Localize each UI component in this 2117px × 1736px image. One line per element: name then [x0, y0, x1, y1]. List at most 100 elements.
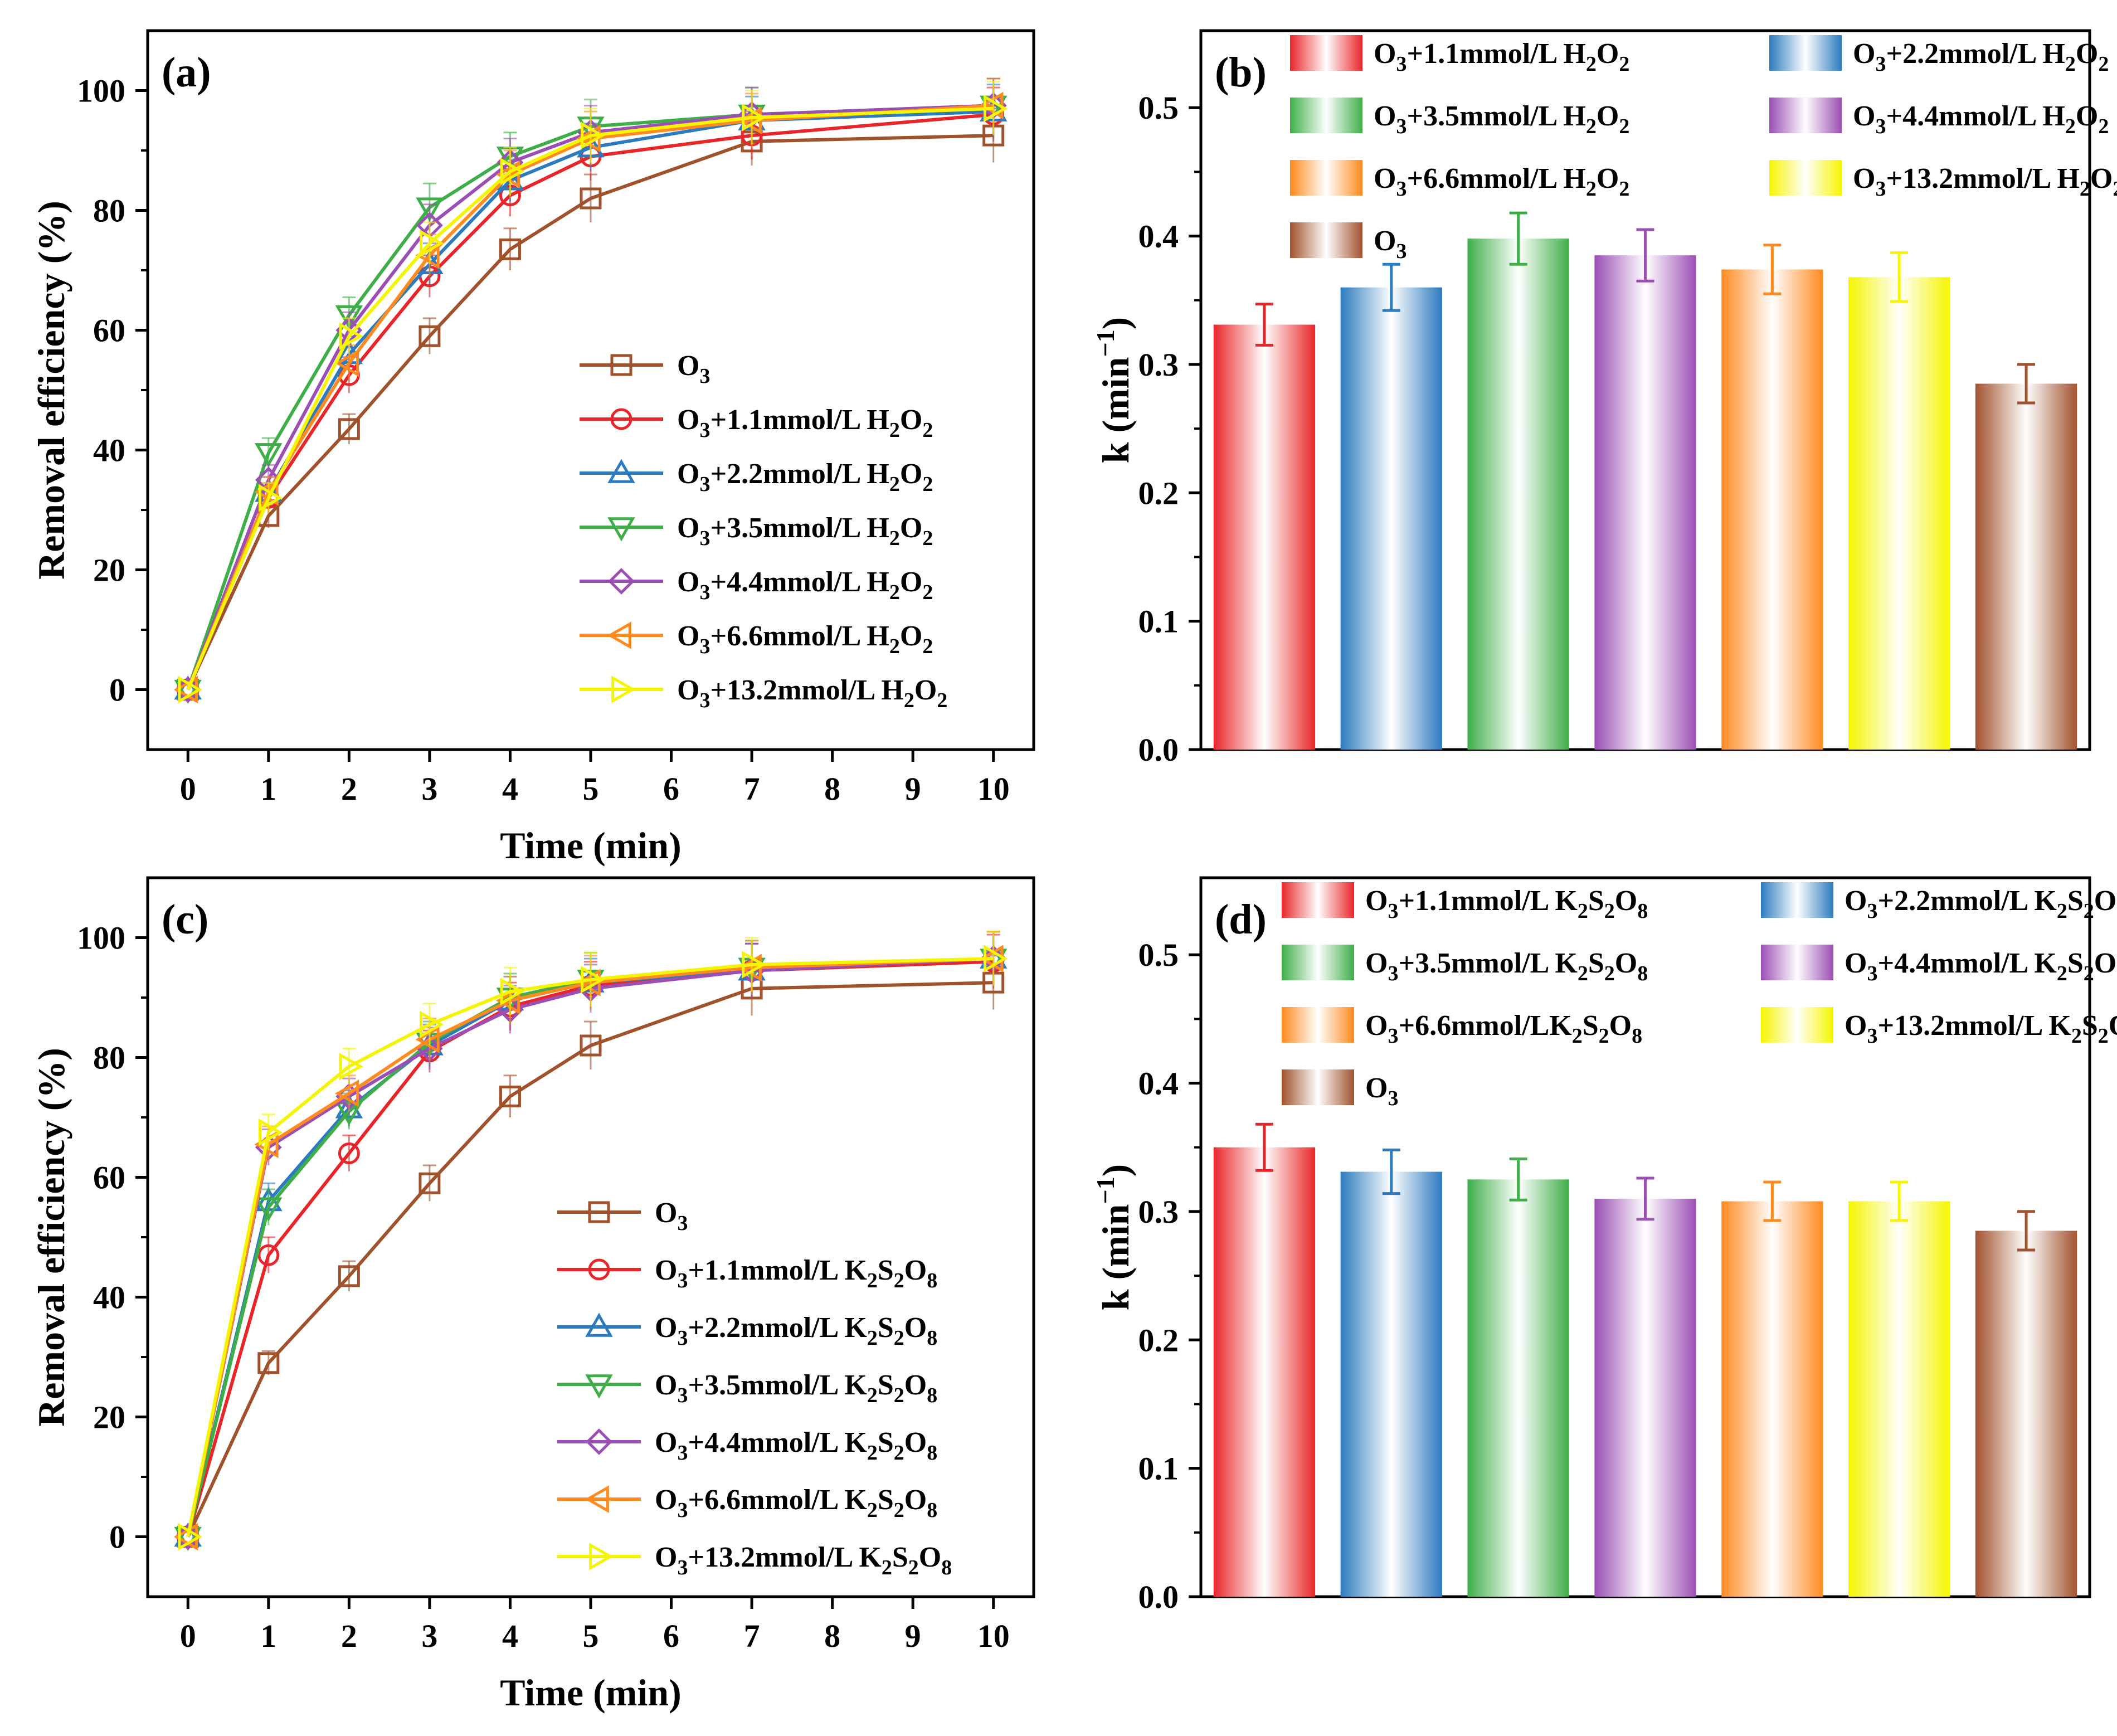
- panel-a-legend-text: O3+1.1mmol/L H2O2: [677, 404, 933, 442]
- panel-b-legend-text-rest: +13.2mmol/L H: [1886, 163, 2079, 194]
- panel-b-legend-text-rest: +4.4mmol/L H: [1886, 100, 2065, 132]
- panel-b-legend-swatch: [1290, 160, 1362, 196]
- panel-b-legend-text: O3+1.1mmol/L H2O2: [1374, 38, 1629, 76]
- panel-d-legend-text-part2: 2: [1604, 962, 1615, 985]
- panel-a-data-point: [742, 104, 766, 132]
- panel-a-legend-text-o-sub: 3: [699, 364, 710, 388]
- panel-b-legend-swatch: [1769, 160, 1842, 196]
- panel-c-legend-entry-0: O3: [557, 1197, 688, 1235]
- panel-d-legend-text-part1: S: [1583, 1010, 1599, 1042]
- panel-d-legend-text-part4: 8: [1632, 1024, 1642, 1048]
- panel-c-legend-text-part3: O: [904, 1484, 927, 1516]
- panel-d-y-tick-label: 0.2: [1138, 1322, 1179, 1358]
- panel-c-legend-text-o: O: [655, 1484, 677, 1516]
- panel-d-bar-group-3: [1594, 1176, 1696, 1597]
- panel-b-legend-text-o-sub: 3: [1875, 52, 1886, 76]
- panel-b-legend-entry-2: O3+3.5mmol/L H2O2: [1290, 98, 1629, 138]
- panel-a-legend-entry-4: O3+4.4mmol/L H2O2: [580, 566, 933, 604]
- panel-a-data-point: [983, 95, 1008, 123]
- panel-a-x-axis-label: Time (min): [500, 824, 682, 867]
- panel-d-legend-text-rest: +4.4mmol/L K: [1877, 947, 2057, 979]
- panel-a-x-tick-label: 5: [583, 771, 599, 807]
- panel-b-bar-group-0: [1213, 303, 1316, 750]
- panel-c-data-point: [257, 1352, 280, 1374]
- panel-d-legend-text-o-sub: 3: [1388, 1087, 1398, 1110]
- panel-b-legend-text-o: O: [1374, 163, 1396, 194]
- panel-a-x-tick-label: 0: [180, 771, 196, 807]
- panel-c-legend-marker: [585, 1312, 613, 1337]
- panel-a-series-line: [186, 106, 994, 690]
- panel-d-legend-swatch: [1761, 882, 1833, 918]
- panel-d-legend-text-part3: O: [1609, 1010, 1632, 1042]
- panel-c-data-point: [420, 1010, 444, 1039]
- panel-c-legend-text-part0: 2: [882, 1556, 892, 1579]
- panel-a-legend-text-o: O: [677, 458, 699, 490]
- panel-c-line-chart: (c) Time (min) Removal efficiency (%) 0 1…: [30, 876, 1035, 1714]
- panel-b-y-tick-label: 0.5: [1138, 90, 1179, 126]
- panel-c-legend-text-rest: +2.2mmol/L K: [688, 1312, 867, 1344]
- panel-a-legend-text-sub1: 2: [889, 581, 900, 604]
- panel-a-x-tick-label: 6: [663, 771, 679, 807]
- panel-d-legend-swatch: [1282, 1007, 1354, 1043]
- panel-d-legend-text-part4: 8: [1637, 899, 1648, 923]
- panel-c-legend-text-part2: 2: [894, 1441, 904, 1465]
- panel-d-legend-text: O3+2.2mmol/L K2S2O8: [1845, 885, 2117, 923]
- panel-b-label: (b): [1215, 49, 1267, 96]
- panel-a-data-point: [338, 418, 360, 440]
- panel-a-data-point: [420, 229, 444, 257]
- panel-d-legend-entry-3: O3+4.4mmol/L K2S2O8: [1761, 945, 2117, 985]
- panel-b-legend-text-rest: +2.2mmol/L H: [1886, 38, 2065, 70]
- panel-c-legend-entry-2: O3+2.2mmol/L K2S2O8: [557, 1312, 937, 1350]
- panel-c-legend-entry-6: O3+13.2mmol/L K2S2O8: [557, 1542, 952, 1579]
- panel-d-legend-text-rest: +3.5mmol/L K: [1398, 947, 1578, 979]
- panel-c-legend-text-o-sub: 3: [677, 1269, 688, 1292]
- panel-b-bar: [1594, 255, 1696, 750]
- panel-d-legend-text-part2: 2: [1604, 899, 1615, 923]
- panel-a-legend-text-o: O: [677, 620, 699, 652]
- panel-a-data-point: [581, 121, 605, 149]
- panel-a-y-tick-label: 40: [93, 432, 125, 469]
- panel-c-legend-text: O3+2.2mmol/L K2S2O8: [655, 1312, 937, 1350]
- panel-b-legend-text-sub2: 2: [1619, 52, 1629, 76]
- panel-b-y-axis-label-close: ): [1094, 317, 1137, 330]
- panel-b-legend-text-sub1: 2: [2080, 177, 2090, 201]
- panel-c-legend-text-part3: O: [904, 1427, 927, 1458]
- panel-c-legend-text-part1: S: [878, 1312, 894, 1344]
- panel-c-legend-text-o: O: [655, 1254, 677, 1286]
- panel-c-legend-text-o: O: [655, 1197, 677, 1229]
- panel-d-legend-text: O3+6.6mmol/LK2S2O8: [1365, 1010, 1642, 1048]
- panel-c-x-tick-label: 0: [180, 1618, 196, 1654]
- panel-c-data-point: [334, 1079, 359, 1107]
- panel-b-legend-text-o-sub: 3: [1875, 115, 1886, 138]
- panel-c-data-point: [415, 1025, 440, 1053]
- panel-c-series: [173, 931, 1008, 1551]
- panel-a-legend-text-sub1: 2: [889, 527, 900, 550]
- panel-d-bar: [1721, 1201, 1823, 1597]
- panel-a-legend-text-o: O: [677, 350, 699, 382]
- panel-a-data-point: [339, 322, 363, 350]
- panel-c-x-tick-label: 8: [824, 1618, 840, 1654]
- panel-b-y-tick-label: 0.0: [1138, 732, 1179, 768]
- panel-a-legend-text-sub1: 2: [889, 419, 900, 442]
- panel-a-legend-text-sub2: 2: [922, 527, 933, 550]
- panel-a-legend-marker: [607, 621, 631, 649]
- panel-a-legend-text-o: O: [677, 512, 699, 544]
- panel-d-legend-text-o: O: [1365, 947, 1388, 979]
- panel-c-legend-text-part0: 2: [867, 1326, 878, 1350]
- panel-a-series-line: [186, 113, 994, 690]
- panel-c-data-point: [338, 1265, 360, 1287]
- panel-c-legend-text: O3+1.1mmol/L K2S2O8: [655, 1254, 937, 1292]
- panel-c-legend-text-part4: 8: [927, 1499, 937, 1522]
- panel-b-legend-text-sub2: 2: [1619, 177, 1629, 201]
- panel-c-y-tick-label: 80: [93, 1040, 125, 1076]
- panel-d-legend-text: O3+4.4mmol/L K2S2O8: [1845, 947, 2117, 985]
- panel-d-bar-group-6: [1975, 1210, 2077, 1597]
- panel-b-y-axis-label-sup: −1: [1091, 329, 1120, 357]
- panel-d-bar-group-4: [1721, 1180, 1823, 1597]
- panel-d-legend-text-o-sub: 3: [1867, 1024, 1877, 1048]
- panel-c-legend-text-part4: 8: [941, 1556, 952, 1579]
- panel-d-legend-text-part0: 2: [1578, 962, 1588, 985]
- panel-b-legend-text-o2: O: [1597, 38, 1619, 70]
